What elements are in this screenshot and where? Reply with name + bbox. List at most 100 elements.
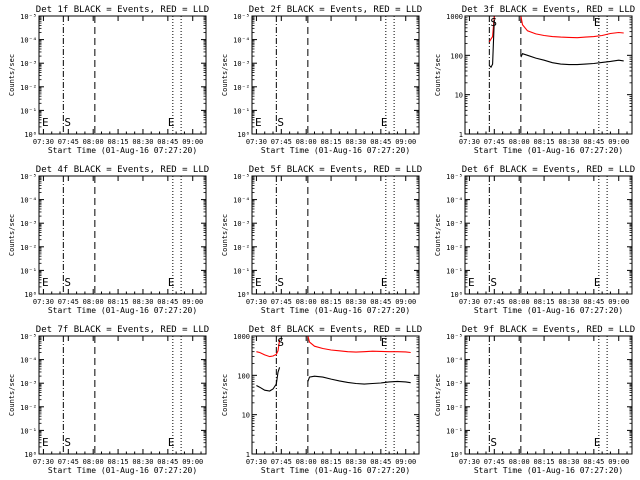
x-tick-label: 08:30 — [132, 138, 153, 146]
y-tick-label: 10⁰ — [24, 131, 37, 139]
y-tick-label: 10⁻⁴ — [20, 357, 37, 365]
y-tick-label: 100 — [237, 372, 250, 380]
chart-panel-det2f: Det 2f BLACK = Events, RED = LLD Counts/s… — [221, 5, 422, 155]
x-tick-label: 07:45 — [58, 138, 79, 146]
panel-title: Det 3f BLACK = Events, RED = LLD — [462, 5, 635, 15]
series-lld-line — [307, 335, 411, 354]
x-tick-label: 07:45 — [271, 298, 292, 306]
plot-frame — [251, 15, 420, 135]
marker-label-s: S — [64, 436, 71, 449]
x-tick-label: 08:45 — [157, 138, 178, 146]
x-tick-label: 09:00 — [395, 458, 416, 466]
x-tick-label: 07:45 — [484, 298, 505, 306]
x-axis-label: Start Time (01-Aug-16 07:27:20) — [48, 306, 197, 315]
y-tick-label: 10⁻¹ — [20, 107, 37, 115]
x-tick-label: 08:00 — [509, 298, 530, 306]
y-tick-label: 10 — [242, 412, 250, 420]
x-tick-label: 08:30 — [345, 138, 366, 146]
x-tick-label: 08:00 — [296, 458, 317, 466]
marker-label-s: S — [277, 336, 284, 349]
y-tick-label: 10⁻⁵ — [446, 333, 463, 341]
x-axis-label: Start Time (01-Aug-16 07:27:20) — [261, 146, 410, 155]
x-tick-label: 09:00 — [182, 138, 203, 146]
panel-title: Det 4f BLACK = Events, RED = LLD — [36, 165, 209, 175]
y-tick-label: 10⁻⁴ — [233, 197, 250, 205]
y-tick-label: 10⁻³ — [233, 60, 250, 68]
y-axis-label: Counts/sec — [434, 374, 442, 416]
marker-label-e: E — [381, 336, 388, 349]
panel-title: Det 5f BLACK = Events, RED = LLD — [249, 165, 422, 175]
x-tick-label: 08:15 — [108, 458, 129, 466]
marker-label-e: E — [42, 276, 49, 289]
panel-title: Det 6f BLACK = Events, RED = LLD — [462, 165, 635, 175]
plot-frame — [38, 15, 207, 135]
x-tick-label: 08:15 — [534, 138, 555, 146]
plot-frame — [464, 15, 633, 135]
x-tick-label: 08:30 — [132, 298, 153, 306]
x-tick-label: 08:45 — [370, 458, 391, 466]
x-tick-label: 07:30 — [246, 458, 267, 466]
y-tick-label: 10⁻² — [446, 244, 463, 252]
chart-panel-det1f: Det 1f BLACK = Events, RED = LLD Counts/s… — [8, 5, 209, 155]
x-tick-label: 08:45 — [157, 298, 178, 306]
chart-panel-det4f: Det 4f BLACK = Events, RED = LLD Counts/s… — [8, 165, 209, 315]
x-tick-label: 08:15 — [534, 298, 555, 306]
x-tick-label: 08:15 — [321, 298, 342, 306]
x-tick-label: 08:45 — [157, 458, 178, 466]
x-tick-label: 09:00 — [395, 138, 416, 146]
y-axis-label: Counts/sec — [221, 54, 229, 96]
x-tick-label: 08:00 — [83, 138, 104, 146]
y-tick-label: 10⁻² — [446, 404, 463, 412]
y-tick-label: 10⁰ — [24, 451, 37, 459]
series-lld-line — [520, 15, 624, 39]
x-axis-label: Start Time (01-Aug-16 07:27:20) — [48, 146, 197, 155]
y-tick-label: 10⁻³ — [446, 380, 463, 388]
x-axis-label: Start Time (01-Aug-16 07:27:20) — [48, 466, 197, 475]
panel-title: Det 1f BLACK = Events, RED = LLD — [36, 5, 209, 15]
marker-label-s: S — [64, 116, 71, 129]
y-tick-label: 10⁻⁵ — [20, 173, 37, 181]
y-tick-label: 10⁻¹ — [233, 107, 250, 115]
plot-frame — [251, 175, 420, 295]
x-tick-label: 07:45 — [271, 138, 292, 146]
series-lld-line — [488, 15, 495, 43]
y-tick-label: 10⁻² — [20, 84, 37, 92]
plot-frame — [38, 335, 207, 455]
y-axis-label: Counts/sec — [8, 54, 16, 96]
y-tick-label: 10⁻¹ — [233, 267, 250, 275]
y-axis-label: Counts/sec — [434, 54, 442, 96]
x-tick-label: 08:15 — [108, 138, 129, 146]
y-tick-label: 10⁻³ — [20, 60, 37, 68]
y-tick-label: 10⁻¹ — [20, 267, 37, 275]
x-axis-label: Start Time (01-Aug-16 07:27:20) — [474, 146, 623, 155]
y-tick-label: 1 — [246, 451, 250, 459]
series-events-line — [488, 19, 495, 69]
chart-panel-det9f: Det 9f BLACK = Events, RED = LLD Counts/s… — [434, 325, 635, 475]
x-tick-label: 07:45 — [271, 458, 292, 466]
marker-label-e: E — [381, 276, 388, 289]
y-tick-label: 10⁰ — [450, 291, 463, 299]
x-tick-label: 08:00 — [83, 298, 104, 306]
x-axis-label: Start Time (01-Aug-16 07:27:20) — [474, 306, 623, 315]
x-tick-label: 08:45 — [583, 138, 604, 146]
series-events-line — [307, 375, 411, 385]
y-axis-label: Counts/sec — [8, 374, 16, 416]
y-axis-label: Counts/sec — [221, 374, 229, 416]
panel-title: Det 7f BLACK = Events, RED = LLD — [36, 325, 209, 335]
x-tick-label: 07:45 — [484, 458, 505, 466]
y-tick-label: 10⁻⁵ — [20, 13, 37, 21]
y-tick-label: 10⁻⁴ — [233, 37, 250, 45]
y-tick-label: 10⁻² — [20, 244, 37, 252]
marker-label-e: E — [168, 116, 175, 129]
x-tick-label: 08:15 — [534, 458, 555, 466]
x-tick-label: 08:45 — [583, 458, 604, 466]
y-tick-label: 10⁰ — [450, 451, 463, 459]
y-tick-label: 10⁻⁴ — [446, 357, 463, 365]
chart-panel-det3f: Det 3f BLACK = Events, RED = LLD Counts/s… — [434, 5, 635, 155]
panel-title: Det 9f BLACK = Events, RED = LLD — [462, 325, 635, 335]
x-tick-label: 09:00 — [608, 458, 629, 466]
panel-title: Det 2f BLACK = Events, RED = LLD — [249, 5, 422, 15]
chart-panel-det8f: Det 8f BLACK = Events, RED = LLD Counts/s… — [221, 325, 422, 475]
